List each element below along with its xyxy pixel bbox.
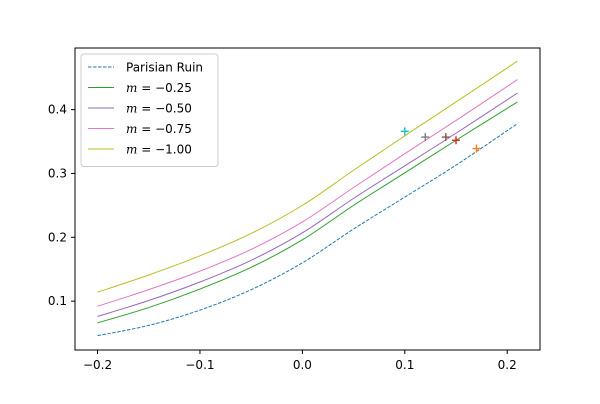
legend-frame: [80, 53, 219, 167]
x-axis-ticks: −0.2 −0.1 0.0 0.1 0.2: [83, 350, 517, 372]
x-tick-label: −0.1: [185, 358, 214, 372]
plot-frame: [74, 47, 541, 351]
x-tick-label: 0.1: [395, 358, 414, 372]
legend-label: m = −0.75: [126, 122, 192, 136]
legend-label: m = −0.50: [126, 102, 192, 116]
legend: Parisian Ruin m = −0.25 m = −0.50 m = −0.75…: [80, 53, 219, 167]
plus-marker-4: [400, 127, 409, 136]
series-layer: [97, 60, 518, 337]
legend-label: m = −0.25: [126, 81, 192, 95]
plus-marker-0: [472, 144, 481, 153]
legend-label: Parisian Ruin: [126, 61, 203, 75]
x-tick-label: 0.2: [498, 358, 517, 372]
y-tick-label: 0.2: [48, 230, 67, 244]
series-line-3: [97, 79, 518, 307]
series-line-4: [97, 60, 518, 293]
y-axis-ticks: 0.1 0.2 0.3 0.4: [48, 103, 75, 308]
series-line-1: [97, 101, 518, 324]
y-tick-label: 0.1: [48, 294, 67, 308]
legend-label: m = −1.00: [126, 143, 192, 157]
marker-layer: [400, 127, 481, 153]
plus-marker-1: [452, 136, 461, 145]
x-tick-label: 0.0: [293, 358, 312, 372]
plus-marker-2: [441, 133, 450, 142]
plus-marker-3: [421, 133, 430, 142]
y-tick-label: 0.3: [48, 166, 67, 180]
y-tick-label: 0.4: [48, 103, 67, 117]
x-tick-label: −0.2: [83, 358, 112, 372]
